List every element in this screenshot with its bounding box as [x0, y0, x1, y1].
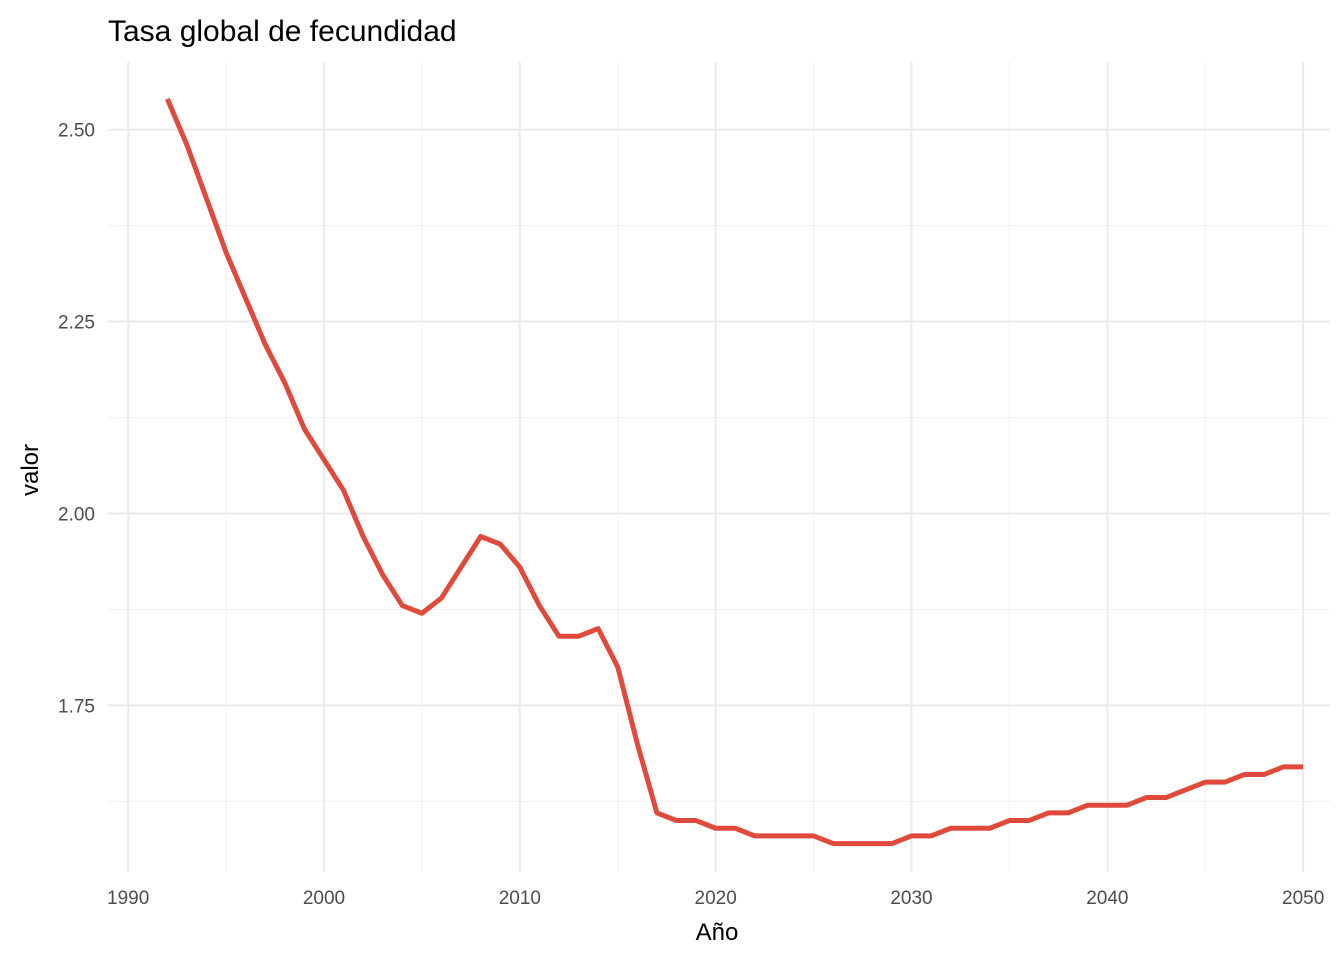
y-tick-label: 2.25: [58, 313, 95, 334]
x-tick-label: 1990: [107, 888, 149, 909]
x-tick-label: 2010: [499, 888, 541, 909]
series-line: [165, 97, 1304, 847]
series-layer: [165, 97, 1304, 847]
x-tick-label: 2000: [303, 888, 345, 909]
y-axis-ticks: 1.75 2.00 2.25 2.50: [58, 121, 95, 718]
y-tick-label: 2.00: [58, 504, 95, 525]
chart-title: Tasa global de fecundidad: [108, 15, 457, 48]
y-tick-label: 1.75: [58, 696, 95, 717]
x-tick-label: 2040: [1086, 888, 1128, 909]
x-tick-label: 2030: [890, 888, 932, 909]
grid: [108, 62, 1330, 872]
x-axis-label: Año: [696, 919, 739, 946]
x-tick-label: 2050: [1282, 888, 1324, 909]
y-tick-label: 2.50: [58, 121, 95, 142]
x-tick-label: 2020: [695, 888, 737, 909]
x-axis-ticks: 1990 2000 2010 2020 2030 2040 2050: [107, 888, 1324, 909]
y-axis-label: valor: [17, 444, 44, 496]
